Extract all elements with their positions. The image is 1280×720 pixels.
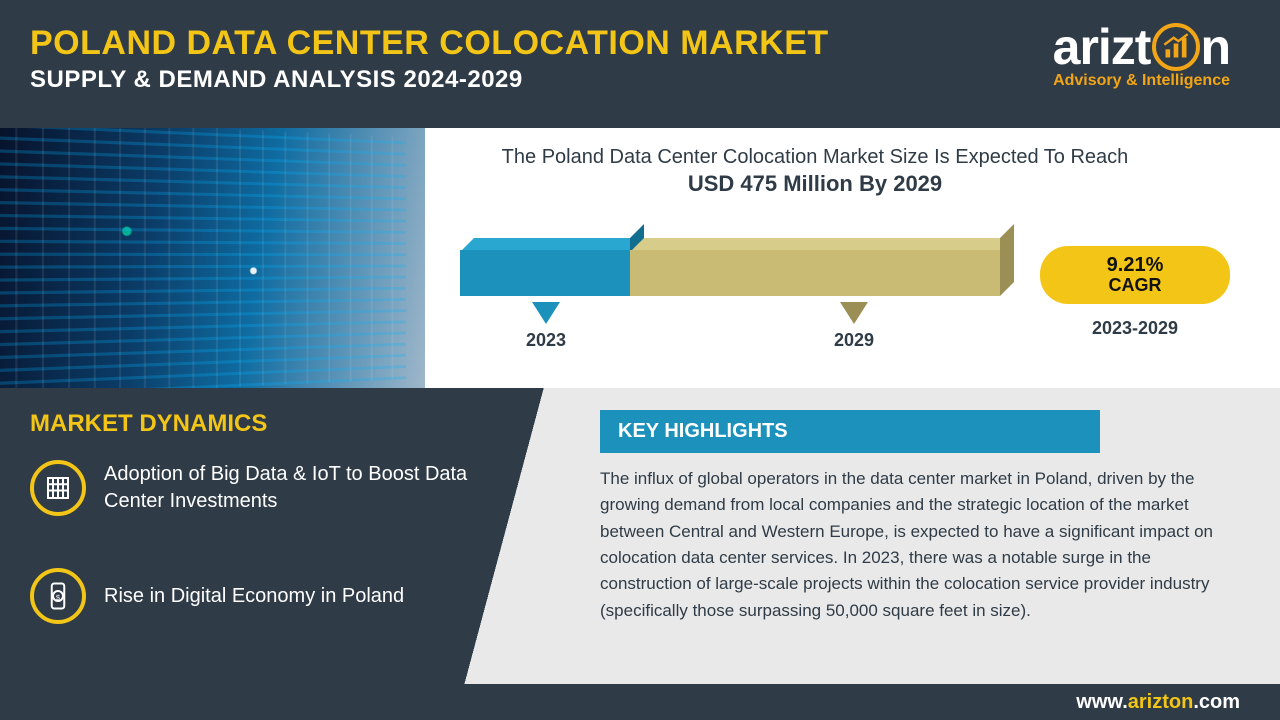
page-title: POLAND DATA CENTER COLOCATION MARKET <box>30 24 829 63</box>
market-size-headline: The Poland Data Center Colocation Market… <box>450 146 1180 197</box>
footer-suffix: .com <box>1193 691 1240 713</box>
phone-money-icon: $ <box>30 568 86 624</box>
bar-segment-2023 <box>460 238 630 308</box>
growth-bar-chart: 2023 2029 <box>460 238 1020 358</box>
footer-brand: arizton <box>1128 691 1194 713</box>
cagr-value: 9.21% <box>1107 254 1164 277</box>
marker-2029 <box>840 302 868 324</box>
key-highlights-title: KEY HIGHLIGHTS <box>600 410 1100 453</box>
hero-section: The Poland Data Center Colocation Market… <box>0 128 1280 388</box>
dynamics-item-2: $ Rise in Digital Economy in Poland <box>30 568 470 624</box>
year-label-end: 2029 <box>834 330 874 351</box>
headline-line1: The Poland Data Center Colocation Market… <box>502 146 1129 168</box>
headline-line2: USD 475 Million By 2029 <box>450 171 1180 197</box>
bottom-section: MARKET DYNAMICS Adoption of Big Data & I… <box>0 388 1280 684</box>
infographic-page: POLAND DATA CENTER COLOCATION MARKET SUP… <box>0 0 1280 720</box>
cagr-label: CAGR <box>1109 275 1162 296</box>
footer-bar: www.arizton.com <box>0 684 1280 720</box>
cagr-badge: 9.21% CAGR <box>1040 246 1230 304</box>
marker-2023 <box>532 302 560 324</box>
page-subtitle: SUPPLY & DEMAND ANALYSIS 2024-2029 <box>30 66 523 94</box>
header-bar: POLAND DATA CENTER COLOCATION MARKET SUP… <box>0 0 1280 128</box>
market-dynamics-title: MARKET DYNAMICS <box>30 410 267 438</box>
year-label-start: 2023 <box>526 330 566 351</box>
logo-text-n: n <box>1200 18 1230 76</box>
key-highlights-body: The influx of global operators in the da… <box>600 466 1240 624</box>
dynamics-text-1: Adoption of Big Data & IoT to Boost Data… <box>104 461 470 515</box>
logo-tagline: Advisory & Intelligence <box>1053 72 1230 90</box>
logo-text: arizt <box>1053 18 1151 76</box>
building-icon <box>30 460 86 516</box>
dynamics-item-1: Adoption of Big Data & IoT to Boost Data… <box>30 460 470 516</box>
footer-prefix: www. <box>1076 691 1127 713</box>
bar-chart-icon <box>1152 23 1200 71</box>
logo-wordmark: arizt n <box>1053 18 1230 76</box>
cagr-period: 2023-2029 <box>1050 318 1220 339</box>
footer-url: www.arizton.com <box>1076 691 1240 714</box>
brand-logo: arizt n Advisory & Intelligence <box>1053 18 1230 90</box>
bar-segment-2029 <box>630 238 1000 308</box>
datacenter-photo <box>0 128 425 388</box>
dynamics-text-2: Rise in Digital Economy in Poland <box>104 583 404 610</box>
